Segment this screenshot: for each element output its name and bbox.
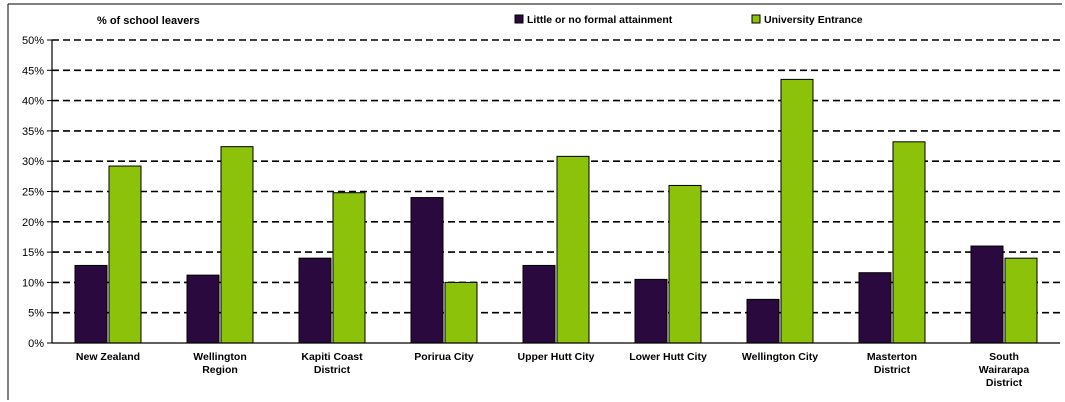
bar-university-entrance: [220, 146, 254, 344]
bar-university-entrance: [668, 184, 702, 344]
category-label: Kapiti Coast District: [301, 351, 363, 376]
bar-little-or-no-formal-attainment: [970, 245, 1004, 344]
category-label: Masterton District: [867, 351, 917, 376]
y-tick-label: 25%: [22, 187, 44, 199]
bar-little-or-no-formal-attainment: [298, 257, 332, 344]
bar-university-entrance: [780, 78, 814, 344]
category-labels: New Zealand Wellington Region Kapiti Coast D…: [76, 351, 1029, 389]
category-label: Wellington Region: [193, 351, 246, 376]
bar-little-or-no-formal-attainment: [186, 274, 220, 344]
y-tick-label: 20%: [22, 217, 44, 229]
bar-little-or-no-formal-attainment: [634, 278, 668, 344]
legend-entry: Little or no formal attainment: [527, 14, 673, 26]
gridlines: [52, 39, 1060, 314]
legend-swatch: [751, 14, 761, 24]
bar-university-entrance: [444, 281, 478, 344]
bar-little-or-no-formal-attainment: [410, 197, 444, 344]
y-tick-label: 0%: [28, 338, 44, 350]
y-tick-label: 15%: [22, 247, 44, 259]
category-label: Porirua City: [414, 351, 474, 363]
category-label: Lower Hutt City: [629, 351, 707, 363]
y-tick-label: 50%: [22, 35, 44, 47]
y-tick-label: 10%: [22, 277, 44, 289]
y-axis-label: % of school leavers: [97, 15, 200, 27]
legend-swatch: [514, 14, 524, 24]
y-tick-label: 30%: [22, 156, 44, 168]
bar-little-or-no-formal-attainment: [522, 264, 556, 344]
y-tick-label: 40%: [22, 96, 44, 108]
legend-entry: University Entrance: [764, 14, 863, 26]
bar-little-or-no-formal-attainment: [74, 264, 108, 344]
y-tick-label: 5%: [28, 308, 44, 320]
legend: Little or no formal attainment University…: [514, 14, 863, 26]
bar-university-entrance: [108, 165, 142, 344]
y-axis-ticks: 0% 5% 10% 15% 20% 25% 30% 35% 40% 45% 50%: [22, 35, 52, 350]
category-label: Upper Hutt City: [518, 351, 595, 363]
bar-university-entrance: [556, 155, 590, 344]
bar-university-entrance: [892, 141, 926, 344]
y-tick-label: 45%: [22, 65, 44, 77]
bar-university-entrance: [332, 192, 366, 344]
y-tick-label: 35%: [22, 126, 44, 138]
category-label: New Zealand: [76, 351, 140, 363]
category-label: South Wairarapa District: [979, 351, 1030, 389]
bars: [74, 78, 1038, 344]
axes: [7, 3, 1062, 400]
category-label: Wellington City: [742, 351, 818, 363]
bar-university-entrance: [1004, 257, 1038, 344]
bar-little-or-no-formal-attainment: [858, 272, 892, 344]
bar-little-or-no-formal-attainment: [746, 298, 780, 344]
